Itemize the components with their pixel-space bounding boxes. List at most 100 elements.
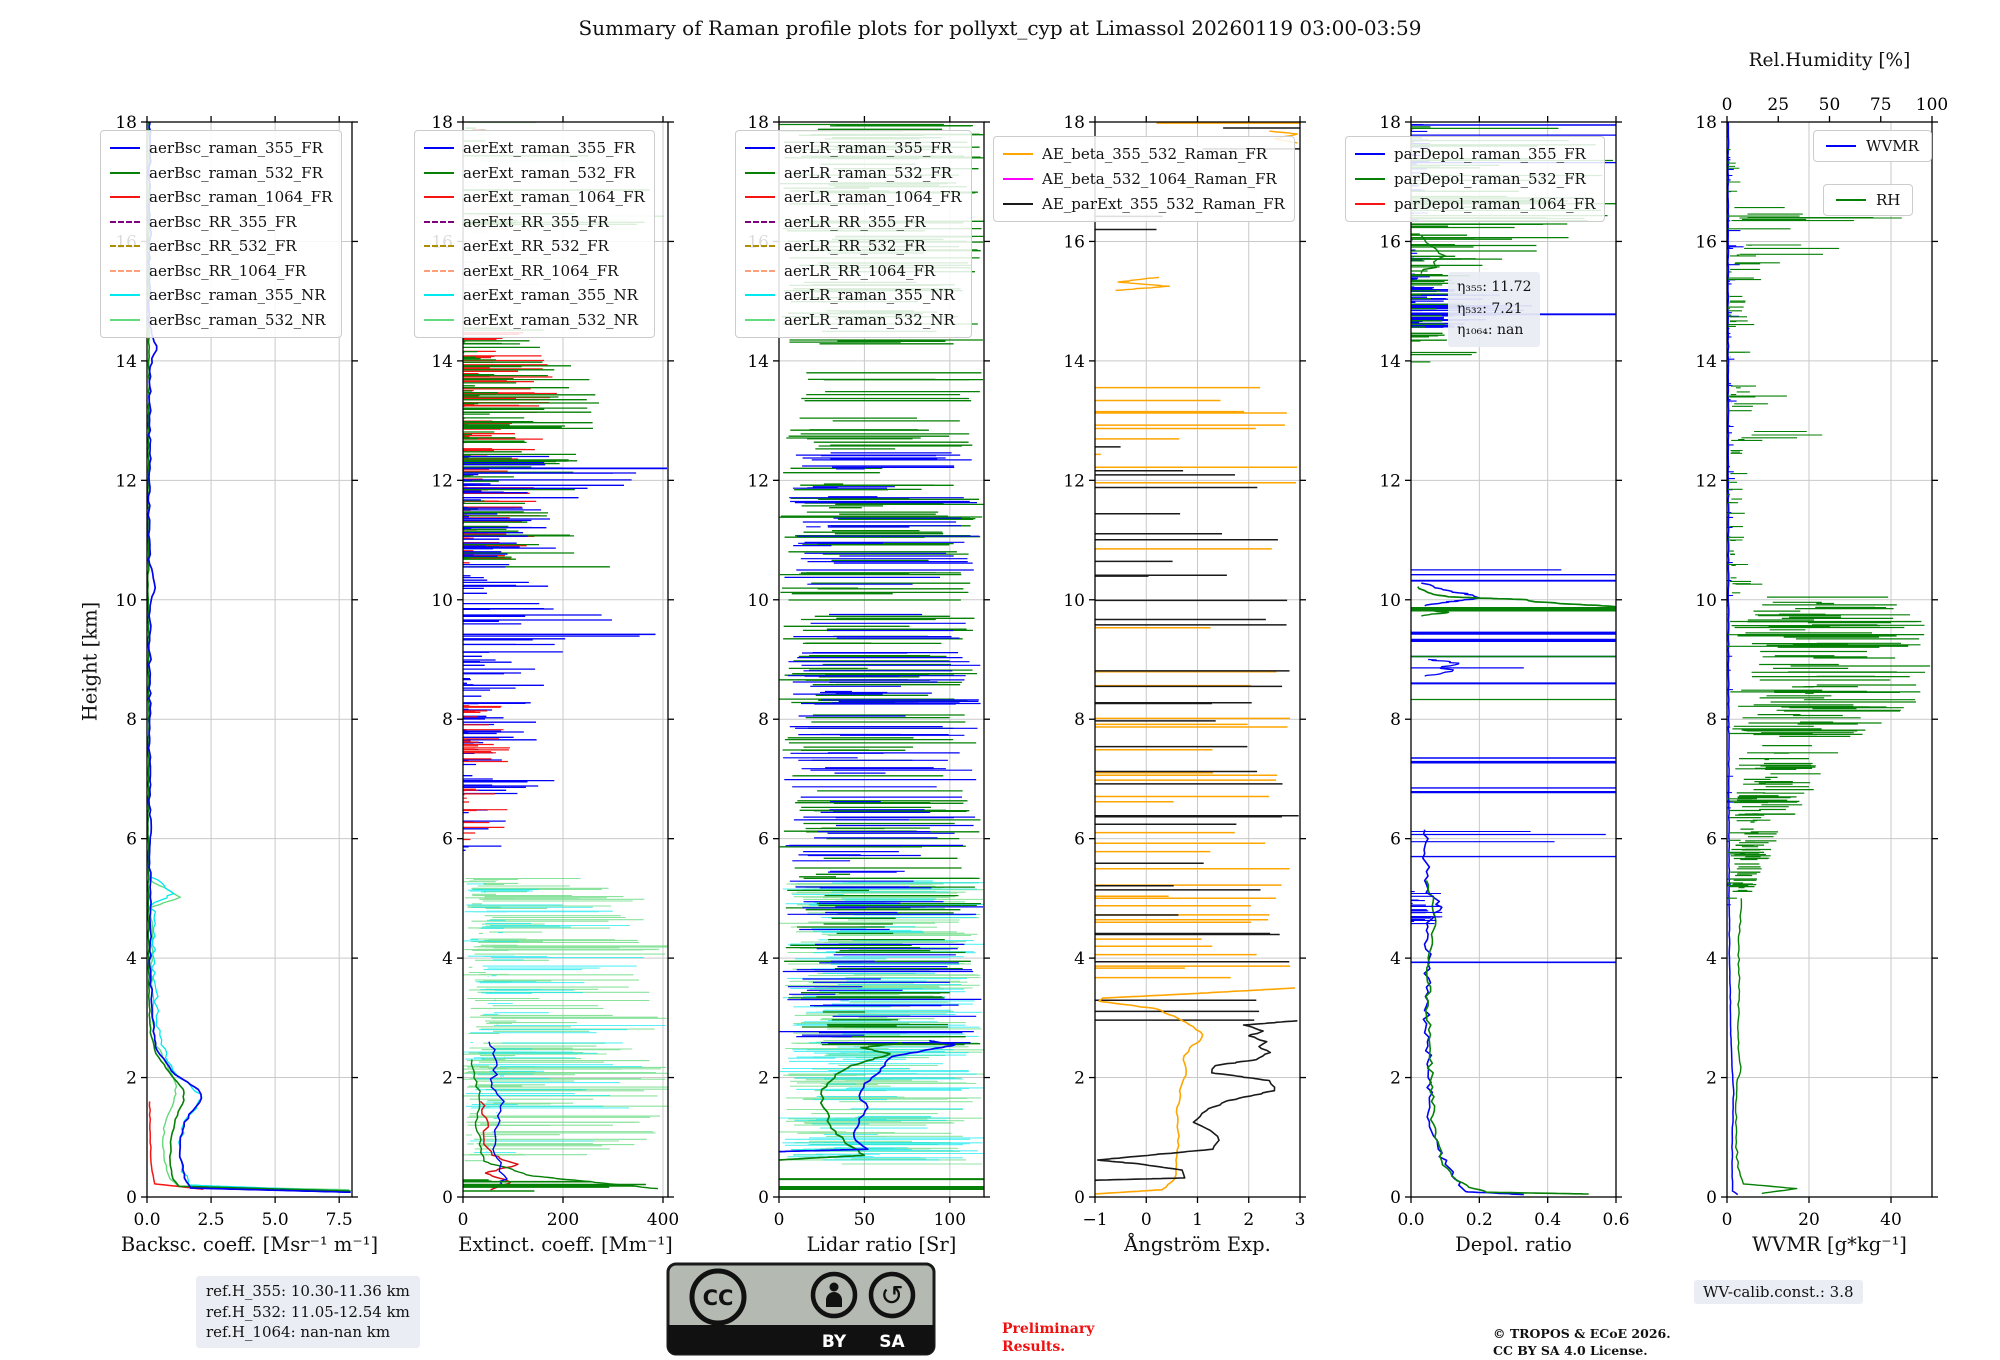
tick-label: 18 bbox=[1379, 113, 1401, 133]
legend-line-swatch bbox=[110, 269, 140, 272]
legend-line-swatch bbox=[110, 318, 140, 321]
sa-label: SA bbox=[879, 1332, 905, 1352]
tick-label: 14 bbox=[1695, 352, 1717, 372]
series-RH_hump bbox=[1727, 596, 1931, 899]
legend-entry-label: aerLR_RR_355_FR bbox=[784, 212, 926, 231]
tick-label: 3 bbox=[1295, 1210, 1306, 1230]
legend-entry: aerExt_RR_1064_FR bbox=[424, 259, 645, 283]
series-AE_beta_upper bbox=[1095, 386, 1298, 979]
tick-label: 0 bbox=[1722, 95, 1733, 115]
legend-wvmr: WVMR bbox=[1813, 130, 1932, 162]
legend-line-swatch bbox=[424, 294, 454, 297]
tick-label: 75 bbox=[1870, 95, 1892, 115]
tick-label: 50 bbox=[854, 1210, 876, 1230]
tick-label: −1 bbox=[1082, 1210, 1107, 1230]
tick-label: 14 bbox=[1379, 352, 1401, 372]
share-alike-circle-icon bbox=[868, 1271, 916, 1319]
tick-label: 8 bbox=[442, 710, 453, 730]
tick-label: 2 bbox=[1390, 1069, 1401, 1089]
series-WVMR_spikes_upper bbox=[1727, 122, 1744, 597]
legend-entry: aerBsc_RR_1064_FR bbox=[110, 259, 332, 283]
series-parDepol_532_bump16 bbox=[1420, 235, 1446, 274]
tick-label: 4 bbox=[758, 949, 769, 969]
tick-label: 8 bbox=[1390, 710, 1401, 730]
legend-entry: parDepol_raman_355_FR bbox=[1355, 142, 1595, 166]
legend-line-swatch bbox=[110, 294, 140, 297]
series-AE_beta_lower bbox=[1095, 987, 1295, 1195]
tick-label: 18 bbox=[747, 113, 769, 133]
series-aerExt_raman_355_NR bbox=[463, 883, 666, 1154]
series-AE_parExt_lower bbox=[1095, 1020, 1298, 1182]
legend-entry-label: aerBsc_raman_532_FR bbox=[149, 163, 323, 182]
tick-label: 18 bbox=[115, 113, 137, 133]
tick-label: 1 bbox=[1192, 1210, 1203, 1230]
series-aerExt_1064_bottom bbox=[479, 1100, 519, 1191]
tick-label: 10 bbox=[115, 591, 137, 611]
legend-lidar-ratio: aerLR_raman_355_FR aerLR_raman_532_FR aerL… bbox=[735, 130, 972, 338]
legend-entry: aerBsc_raman_532_NR bbox=[110, 308, 332, 332]
legend-entry-label: aerBsc_RR_532_FR bbox=[149, 237, 297, 256]
tick-label: 0.0 bbox=[133, 1210, 160, 1230]
legend-angstrom: AE_beta_355_532_Raman_FR AE_beta_532_1064… bbox=[993, 136, 1295, 222]
tick-label: 2 bbox=[442, 1069, 453, 1089]
tick-label: 6 bbox=[126, 830, 137, 850]
tick-label: 12 bbox=[1379, 471, 1401, 491]
legend-line-swatch bbox=[110, 245, 140, 248]
xlabel-depol: Depol. ratio bbox=[1455, 1233, 1572, 1256]
legend-entry-label: aerBsc_raman_532_NR bbox=[149, 310, 326, 329]
legend-entry: aerExt_RR_355_FR bbox=[424, 210, 645, 234]
legend-entry: aerBsc_RR_532_FR bbox=[110, 234, 332, 258]
legend-entry-label: AE_beta_355_532_Raman_FR bbox=[1042, 145, 1268, 164]
tick-label: 16 bbox=[1379, 232, 1401, 252]
tick-label: 2 bbox=[758, 1069, 769, 1089]
legend-line-swatch bbox=[424, 220, 454, 223]
series-parDepol_532_wiggle9p8 bbox=[1417, 608, 1450, 617]
legend-entry-label: aerExt_raman_532_NR bbox=[463, 310, 638, 329]
legend-entry-label: aerLR_raman_1064_FR bbox=[784, 188, 962, 207]
legend-entry-label: aerExt_RR_1064_FR bbox=[463, 261, 619, 280]
series-parDepol_532_main bbox=[1424, 880, 1589, 1195]
tick-label: 20 bbox=[1798, 1210, 1820, 1230]
tick-label: 5.0 bbox=[262, 1210, 289, 1230]
legend-line-swatch bbox=[1355, 177, 1385, 180]
legend-backscatter: aerBsc_raman_355_FR aerBsc_raman_532_FR ae… bbox=[100, 130, 343, 338]
tick-label: 0 bbox=[1074, 1188, 1085, 1208]
tick-label: 2 bbox=[1243, 1210, 1254, 1230]
legend-entry-label: aerLR_raman_355_FR bbox=[784, 139, 953, 158]
tick-label: 2 bbox=[1706, 1069, 1717, 1089]
cc-letters: CC bbox=[703, 1286, 734, 1310]
badge-bottom-strip bbox=[668, 1325, 934, 1354]
by-label: BY bbox=[822, 1332, 847, 1352]
xlabel-lidar-ratio: Lidar ratio [Sr] bbox=[806, 1233, 957, 1256]
legend-entry: aerLR_RR_355_FR bbox=[745, 210, 962, 234]
eta-355-value: η₃₅₅: 11.72 bbox=[1457, 279, 1532, 295]
person-head-icon bbox=[829, 1282, 839, 1292]
tick-label: 7.5 bbox=[326, 1210, 353, 1230]
tick-label: 4 bbox=[1390, 949, 1401, 969]
legend-entry-label: AE_parExt_355_532_Raman_FR bbox=[1042, 194, 1285, 213]
tick-label: 0 bbox=[458, 1210, 469, 1230]
tick-label: 6 bbox=[1074, 830, 1085, 850]
legend-line-swatch bbox=[1355, 202, 1385, 205]
tick-label: 0.2 bbox=[1466, 1210, 1493, 1230]
xlabel-backscatter: Backsc. coeff. [Msr⁻¹ m⁻¹] bbox=[120, 1233, 379, 1256]
tick-label: 4 bbox=[1706, 949, 1717, 969]
legend-entry: aerLR_raman_355_NR bbox=[745, 283, 962, 307]
legend-entry: aerLR_raman_532_NR bbox=[745, 308, 962, 332]
series-aerExt_raman_532_FR bbox=[463, 327, 610, 568]
person-body-icon bbox=[826, 1292, 842, 1307]
legend-line-swatch bbox=[110, 196, 140, 199]
depol-calibration-annotation: η₃₅₅: 11.72 η₅₃₂: 7.21 η₁₀₆₄: nan bbox=[1448, 272, 1541, 348]
legend-entry-label: WVMR bbox=[1866, 137, 1919, 155]
tick-label: 0 bbox=[1390, 1188, 1401, 1208]
tick-label: 0 bbox=[1722, 1210, 1733, 1230]
preliminary-results-note: Preliminary Results. bbox=[1002, 1321, 1095, 1356]
legend-entry: aerExt_raman_355_FR bbox=[424, 136, 645, 160]
legend-entry-label: AE_beta_532_1064_Raman_FR bbox=[1042, 169, 1277, 188]
tick-label: 4 bbox=[442, 949, 453, 969]
series-aerExt_355_bottom bbox=[488, 1041, 508, 1189]
tick-label: 10 bbox=[747, 591, 769, 611]
tick-label: 100 bbox=[934, 1210, 966, 1230]
